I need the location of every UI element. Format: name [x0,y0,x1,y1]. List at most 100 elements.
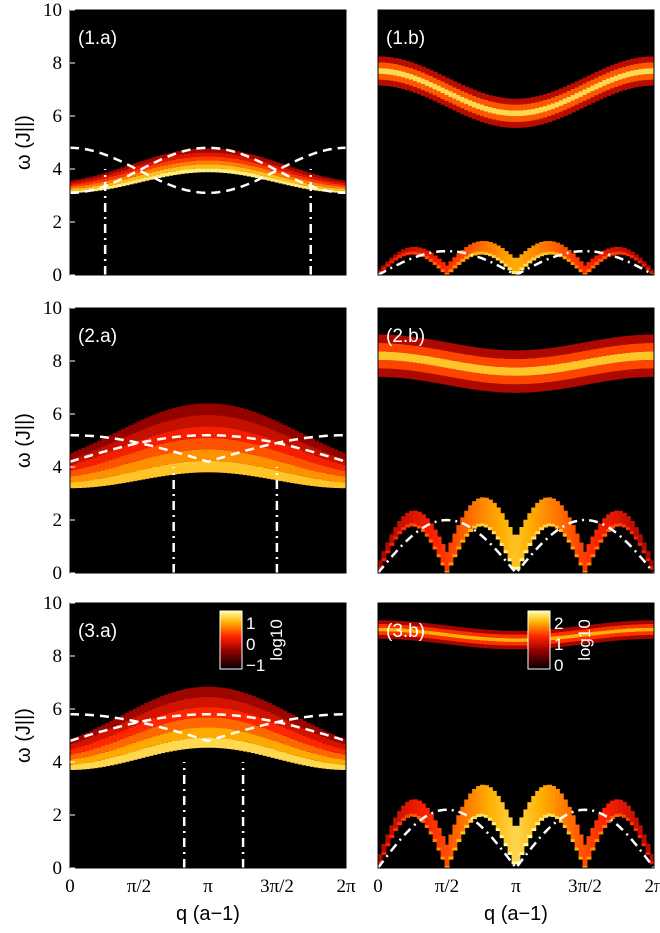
continuum-cell [128,174,134,178]
band-cell [378,56,383,63]
low-band-cell [424,807,430,827]
continuum-cell [148,158,154,162]
band-cell [460,642,466,646]
continuum-cell [333,481,339,489]
continuum-cell [101,176,106,180]
continuum-cell [239,721,244,732]
low-band-edge [547,523,552,527]
low-band-cell [550,498,556,526]
continuum-cell [160,724,166,735]
low-band-edge [614,814,620,818]
continuum-cell [235,407,241,419]
continuum-cell [250,173,256,178]
band-cell [621,636,627,640]
continuum-cell [227,428,233,440]
continuum-cell [211,148,217,153]
continuum-cell [148,710,154,720]
continuum-cell [101,187,106,190]
band-cell [602,80,608,86]
band-cell [590,91,596,98]
band-cell [432,95,438,102]
continuum-cell [148,436,154,448]
continuum-cell [179,162,185,167]
band-cell [491,113,497,120]
band-cell [637,63,643,70]
low-band-cell [606,514,612,531]
band-cell [503,358,509,368]
band-cell [547,373,552,383]
continuum-cell [298,475,304,485]
continuum-cell [278,742,284,752]
continuum-cell [144,177,150,181]
low-band-edge [649,566,654,570]
continuum-cell [270,704,276,714]
band-cell [416,637,422,641]
continuum-cell [187,153,193,158]
band-cell [633,343,639,353]
continuum-cell [270,164,276,168]
continuum-cell [93,442,99,450]
dashed-bound [70,713,346,743]
continuum-cell [266,711,272,721]
continuum-cell [242,171,248,176]
x-tick-label: π/2 [127,876,151,897]
band-cell [448,640,454,645]
continuum-cell [306,436,312,445]
band-cell [586,93,592,99]
band-cell [432,635,438,639]
continuum-cell [140,713,146,723]
band-cell [436,374,442,384]
band-cell [629,369,635,378]
continuum-cell [108,434,114,444]
continuum-cell [191,148,197,153]
band-cell [491,349,497,358]
continuum-cell [97,440,103,449]
band-cell [495,358,501,367]
band-cell [629,343,635,353]
continuum-cell [266,729,272,739]
continuum-cell [337,482,343,489]
low-band-edge [515,566,521,570]
band-cell [440,98,446,105]
band-cell [424,74,430,81]
continuum-cell [274,431,280,442]
band-cell [472,113,478,120]
continuum-cell [195,737,201,748]
continuum-cell [195,426,201,439]
band-cell [424,372,430,382]
continuum-cell [337,463,343,470]
band-cell [582,89,588,96]
low-band-edge [448,856,454,860]
low-band-cell [633,527,639,539]
band-cell [625,77,631,84]
continuum-cell [199,727,205,738]
band-cell [480,373,485,383]
x-tick-label: π [203,876,213,897]
band-cell [578,637,584,641]
continuum-cell [215,461,221,473]
band-cell [401,71,407,78]
continuum-cell [258,727,264,737]
band-cell [649,623,654,628]
band-cell [409,336,414,346]
band-cell [570,353,576,362]
continuum-cell [239,159,244,164]
continuum-cell [211,697,217,708]
band-cell [389,351,395,361]
band-cell [432,89,438,96]
low-band-cell [432,255,438,264]
low-band-edge [582,272,588,275]
continuum-cell [101,173,106,177]
continuum-cell [246,421,252,433]
band-cell [590,85,596,92]
continuum-cell [112,181,118,185]
band-cell [554,372,560,382]
band-cell [456,370,462,379]
band-cell [641,624,647,628]
continuum-cell [290,446,296,457]
band-cell [519,634,525,639]
continuum-cell [337,182,343,185]
band-cell [448,629,454,634]
